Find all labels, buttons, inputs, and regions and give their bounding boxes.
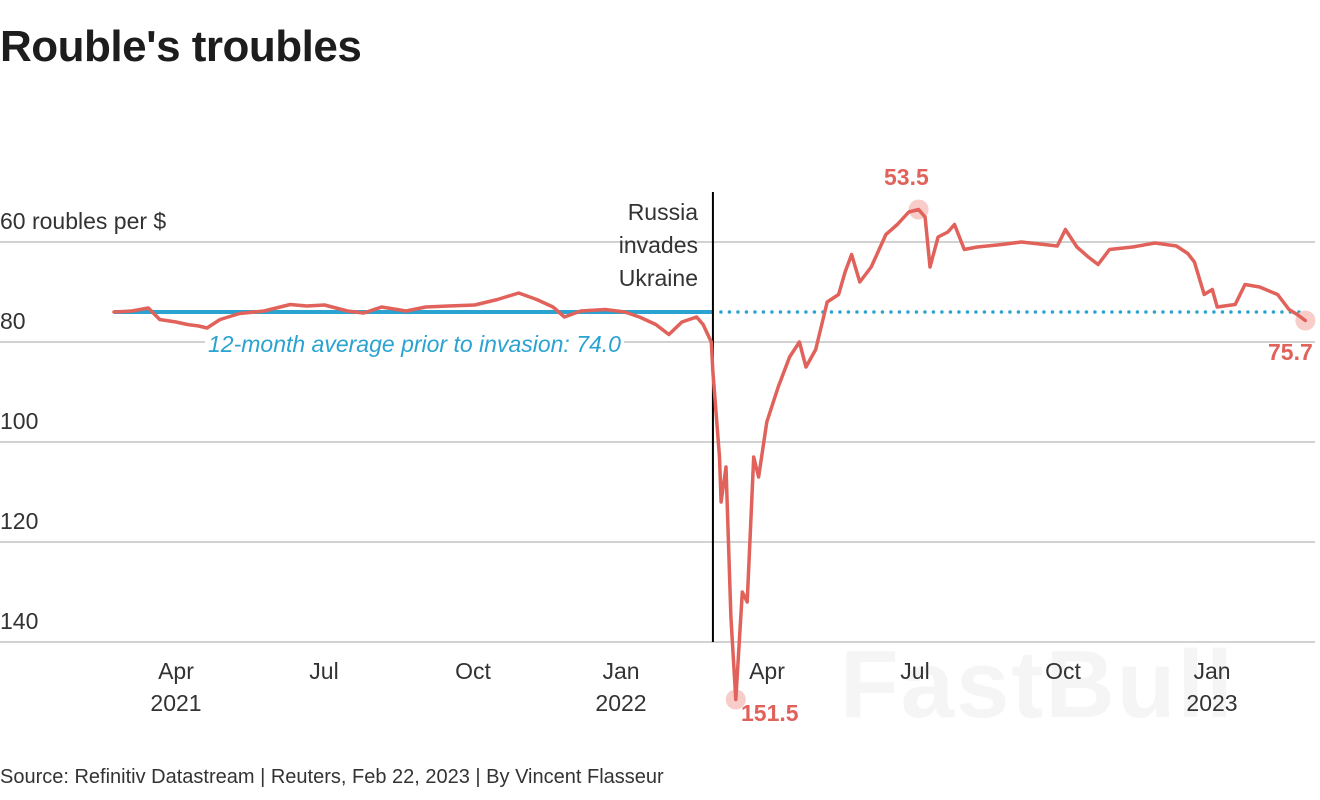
y-axis-label-80: 80 [0,308,26,334]
average-annotation: 12-month average prior to invasion: 74.0 [205,331,624,358]
y-axis-label-60: 60 roubles per $ [0,208,167,234]
y-axis-label-140: 140 [0,608,39,634]
y-axis-label-100: 100 [0,408,39,434]
low-value-label: 151.5 [741,700,799,726]
x-tick-oct-2022: Oct [1045,658,1081,684]
x-tick-jul-2021: Jul [309,658,339,684]
invasion-annotation: Russia invades Ukraine [618,199,698,291]
rouble-exchange-rate-line [112,207,1308,702]
x-tick-jan-2022: Jan 2022 [595,658,647,716]
y-gridlines [0,241,1315,643]
latest-value-label: 75.7 [1268,339,1313,365]
x-tick-apr-2022: Apr [749,658,785,684]
x-tick-jan-2023: Jan 2023 [1186,658,1238,716]
x-tick-oct-2021: Oct [455,658,491,684]
watermark: FastBull [840,631,1235,738]
x-tick-jul-2022: Jul [900,658,930,684]
y-axis-label-120: 120 [0,508,39,534]
x-tick-apr-2021: Apr 2021 [150,658,202,716]
high-value-label: 53.5 [884,164,929,190]
source-credit: Source: Refinitiv Datastream | Reuters, … [0,766,664,788]
chart-title: Rouble's troubles [0,22,362,71]
